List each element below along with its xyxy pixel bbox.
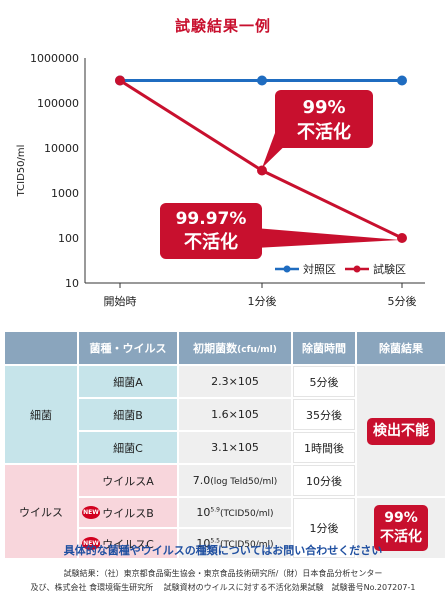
page-title: 試験結果一例 (174, 17, 271, 35)
organism-cell: 細菌B (79, 399, 177, 430)
organism-label: ウイルスB (102, 506, 154, 520)
time-cell: 35分後 (293, 399, 355, 430)
callout-pointer (255, 228, 400, 248)
header-blank (5, 332, 77, 364)
organism-cell: NEW ウイルスC (79, 529, 177, 558)
series-point (257, 75, 267, 86)
time-cell-merged: 1分後 (293, 498, 355, 558)
table-row: ウイルス ウイルスA 7.0(log Teld50/ml) 10分後 (5, 465, 445, 558)
time-cell: 5分後 (293, 366, 355, 397)
y-tick-label: 10000 (44, 142, 79, 155)
results-table: 菌種・ウイルス 初期菌数(cfu/ml) 除菌時間 除菌結果 細菌 細菌A 2.… (3, 330, 446, 560)
y-tick-label: 100 (58, 232, 79, 245)
legend-label: 対照区 (303, 262, 336, 276)
count-note: (log Teld50/ml) (210, 477, 278, 487)
result-bacteria-cell: 検出不能 (357, 366, 445, 496)
y-tick-label: 10 (65, 277, 79, 290)
category-bacteria: 細菌 (5, 366, 77, 463)
header-count-label: 初期菌数 (193, 342, 238, 355)
count-value: 7.0 (192, 474, 211, 487)
footer-line-1: 試験結果：（社）東京都食品衛生協会・東京食品技術研究所/（財）日本食品分析センタ… (63, 569, 383, 578)
header-result: 除菌結果 (357, 332, 445, 364)
count-exponent: 5.5 (210, 537, 220, 545)
time-cell: 10分後 (293, 465, 355, 496)
legend-swatch-dot (283, 265, 291, 273)
callout-line1: 99.97% (176, 209, 247, 229)
table-row: NEW ウイルスC 105.5(TCID50/ml) (5, 529, 445, 558)
organism-cell: 細菌A (79, 366, 177, 397)
count-cell: 7.0(log Teld50/ml) (179, 465, 291, 496)
legend-swatch-dot (353, 265, 361, 273)
count-note: (TCID50/ml) (219, 509, 274, 519)
count-cell: 2.3×105 (179, 366, 291, 397)
organism-cell: NEW ウイルスB (79, 498, 177, 527)
x-tick-label: 5分後 (388, 294, 417, 308)
callout-line1: 99% (302, 97, 345, 118)
organism-label: ウイルスC (102, 537, 154, 551)
series-point (397, 75, 407, 86)
callout-line2: 不活化 (297, 121, 351, 143)
y-axis-label: TCID50/ml (16, 145, 27, 198)
count-note: (TCID50/ml) (219, 540, 274, 550)
table-row: 細菌C 3.1×105 1時間後 (5, 432, 445, 463)
header-organism: 菌種・ウイルス (79, 332, 177, 364)
table-header-row: 菌種・ウイルス 初期菌数(cfu/ml) 除菌時間 除菌結果 (5, 332, 445, 364)
header-initial-count: 初期菌数(cfu/ml) (179, 332, 291, 364)
table-row: 細菌 細菌A 2.3×105 5分後 検出不能 (5, 366, 445, 496)
header-count-unit: (cfu/ml) (237, 345, 277, 355)
count-exponent: 5.9 (210, 506, 220, 514)
log-line-chart: 1000000 100000 10000 1000 100 10 開始時 1分後 5分後 TCID… (16, 52, 425, 308)
new-badge: NEW (82, 506, 100, 519)
count-cell: 105.5(TCID50/ml) (179, 529, 291, 558)
count-base: 10 (196, 506, 211, 519)
result-virus-line1: 99% (384, 510, 418, 526)
table-row: NEW ウイルスB 105.9(TCID50/ml) 1分後 99% 不活化 (5, 498, 445, 558)
callout-box (160, 203, 262, 259)
table-row: 細菌B 1.6×105 35分後 (5, 399, 445, 430)
count-cell: 105.9(TCID50/ml) (179, 498, 291, 527)
category-virus: ウイルス (5, 465, 77, 558)
series-point (115, 75, 125, 86)
series-point (397, 233, 407, 243)
y-tick-label: 100000 (37, 97, 79, 110)
header-time: 除菌時間 (293, 332, 355, 364)
new-badge: NEW (82, 537, 100, 550)
inquiry-note: 具体的な菌種やウイルスの種類についてはお問い合わせください (63, 544, 383, 557)
result-virus-line2: 不活化 (380, 529, 422, 545)
y-tick-label: 1000000 (30, 52, 79, 65)
result-badge-bacteria: 検出不能 (367, 417, 435, 445)
count-cell: 3.1×105 (179, 432, 291, 463)
footer-line-2: 及び、株式会社 食環境衛生研究所 試験資材のウイルスに対する不活化効果試験 試験… (30, 583, 416, 592)
result-virus-cell: 99% 不活化 (357, 498, 445, 558)
legend-label: 試験区 (373, 262, 406, 276)
time-cell: 1時間後 (293, 432, 355, 463)
result-badge-virus: 99% 不活化 (374, 505, 428, 551)
series-point (257, 165, 267, 176)
callout-line2: 不活化 (184, 231, 238, 253)
callout-box (275, 90, 373, 148)
count-base: 10 (196, 537, 211, 550)
organism-cell: ウイルスA (79, 465, 177, 496)
x-tick-label: 1分後 (248, 294, 277, 308)
count-cell: 1.6×105 (179, 399, 291, 430)
organism-cell: 細菌C (79, 432, 177, 463)
x-tick-label: 開始時 (104, 294, 137, 308)
y-tick-label: 1000 (51, 187, 79, 200)
